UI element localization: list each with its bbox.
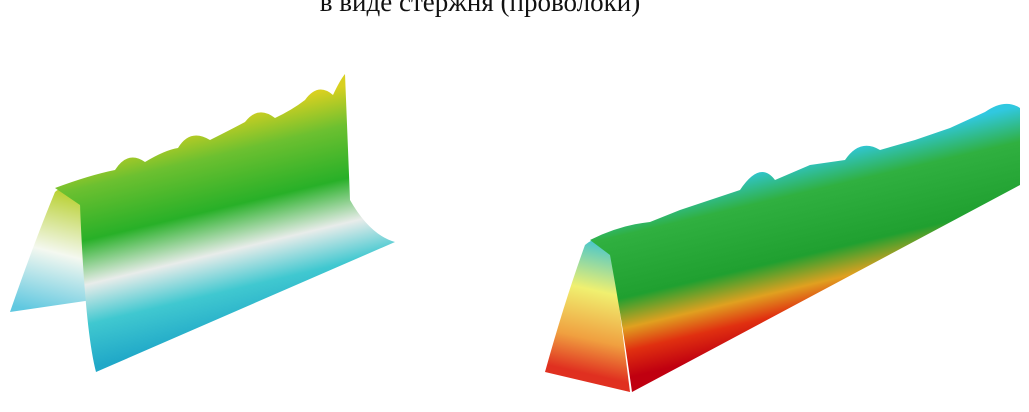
left-surface	[10, 74, 395, 372]
surface-plots	[0, 0, 1029, 412]
figure-page: в виде стержня (проволоки)	[0, 0, 1029, 412]
right-surface	[545, 104, 1020, 392]
